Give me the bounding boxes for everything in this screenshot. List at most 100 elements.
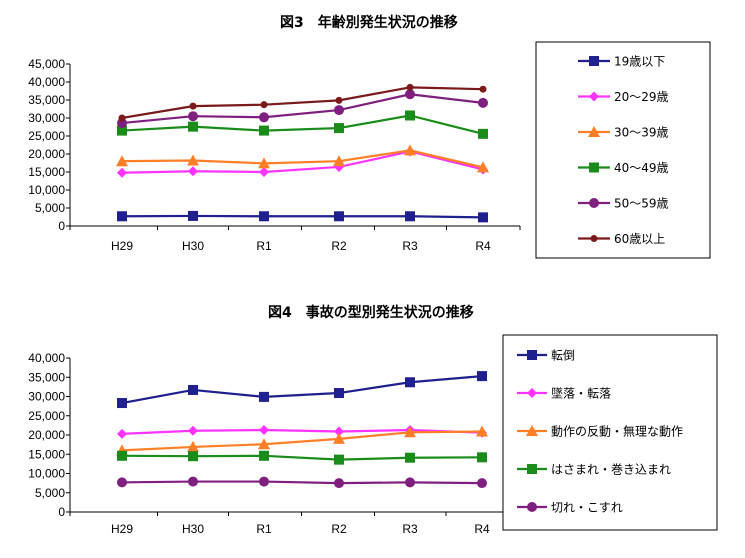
chart1-data-point [479, 85, 487, 93]
chart2-legend-item: 墜落・転落 [517, 386, 611, 401]
chart2-legend-label: はさまれ・巻き込まれ [551, 463, 671, 477]
chart2-legend-marker [527, 350, 537, 360]
chart2-legend-marker [527, 388, 537, 398]
chart1-x-tick-label: H30 [182, 239, 204, 253]
chart2-data-point [405, 377, 415, 388]
chart2-data-point [259, 476, 269, 487]
chart1-series-line [121, 114, 484, 135]
chart2-legend-item: 動作の反動・無理な動作 [517, 424, 683, 439]
chart2-series-5 [117, 476, 487, 489]
chart1-data-point [259, 112, 269, 123]
chart2-data-point [259, 450, 269, 461]
chart2-x-tick-label: R4 [474, 522, 490, 536]
chart1-legend-label: 30～39歳 [614, 126, 669, 140]
chart1-data-point [478, 212, 488, 223]
chart1-data-point [334, 211, 344, 222]
chart1-data-point [405, 110, 415, 121]
chart2-legend-label: 墜落・転落 [551, 386, 611, 401]
chart1-y-tick-label: 35,000 [28, 93, 65, 107]
chart1-data-point [404, 144, 416, 156]
chart1-data-point [405, 89, 415, 100]
chart2-data-point [405, 452, 415, 463]
chart2-data-point [188, 384, 198, 395]
chart1-series-line [121, 150, 484, 174]
chart1-x-tick-label: R3 [402, 239, 418, 253]
chart1-legend-label: 19歳以下 [614, 55, 665, 69]
chart2-data-point [404, 426, 416, 438]
chart1-series-1 [117, 210, 488, 223]
chart1-data-point [188, 111, 198, 122]
chart2-data-point [117, 398, 127, 409]
chart1-data-point [334, 105, 344, 116]
chart2-series-line [121, 480, 483, 485]
chart1-legend-marker [588, 126, 600, 137]
chart2-legend-marker [527, 464, 537, 474]
chart1-series-4 [117, 110, 488, 139]
chart1-data-point [259, 167, 269, 177]
chart2-y-tick-label: 15,000 [28, 447, 65, 461]
chart2-series-3 [116, 425, 488, 456]
chart1-series-line [121, 214, 484, 219]
chart1-legend-item: 30～39歳 [578, 126, 669, 140]
chart2-x-tick-label: R2 [331, 522, 347, 536]
chart2-y-tick-label: 40,000 [28, 351, 65, 365]
chart2-data-point [334, 426, 344, 437]
chart1-legend-box [535, 41, 711, 259]
chart1: 0 5,000 10,000 15,000 20,000 25,000 30,000 35,0… [28, 41, 711, 259]
chart1-title: 図3 年齢別発生状況の推移 [280, 15, 458, 31]
chart2-series-line [121, 428, 483, 435]
chart1-data-point [259, 211, 269, 222]
chart1-legend-item: 60歳以上 [578, 232, 665, 246]
chart1-data-point [335, 96, 343, 104]
chart1-x-tick-label: R1 [256, 239, 272, 253]
chart2-data-point [334, 454, 344, 465]
chart1-data-point [405, 211, 415, 222]
chart1-y-tick-label: 15,000 [28, 165, 65, 179]
chart2-data-point [476, 425, 488, 437]
chart1-data-point [117, 118, 127, 129]
chart2-y-tick-label: 20,000 [28, 428, 65, 442]
chart1-legend-marker [589, 162, 599, 173]
chart1-data-point [260, 101, 268, 109]
chart2-legend-marker [527, 502, 537, 512]
chart1-legend-label: 50～59歳 [614, 197, 669, 211]
chart2-x-tick-label: H30 [182, 522, 204, 536]
chart1-series-3 [116, 144, 489, 173]
chart1-data-point [406, 83, 414, 91]
chart1-data-point [258, 157, 270, 169]
chart2-data-point [334, 388, 344, 399]
chart1-data-point [259, 125, 269, 136]
chart1-series-line [121, 86, 484, 120]
chart2-data-point [188, 476, 198, 487]
chart2-data-point [117, 477, 127, 488]
chart1-legend-marker [589, 91, 599, 102]
chart2-data-point [405, 477, 415, 488]
chart1-y-tick-label: 25,000 [28, 129, 65, 143]
chart2-legend-item: 切れ・こすれ [517, 501, 623, 515]
chart2-data-point [477, 371, 487, 382]
chart1-data-point [117, 167, 127, 178]
chart2-data-point [258, 438, 270, 450]
chart1-data-point [188, 166, 198, 177]
chart1-legend-label: 60歳以上 [614, 232, 665, 246]
chart2-data-point [259, 391, 269, 402]
chart2-legend-item: 転倒 [517, 349, 575, 363]
chart1-legend: 19歳以下 20～29歳 30～39歳 40～49歳 50～59歳 60歳以上 [535, 41, 711, 259]
chart1-x-tick-label: R4 [475, 239, 491, 253]
chart2-series-line [121, 374, 483, 405]
chart2-y-tick-label: 5,000 [35, 486, 65, 500]
chart2-series-1 [117, 371, 487, 409]
chart1-series-6 [118, 83, 487, 122]
chart2-data-point [477, 452, 487, 463]
chart2-y-tick-label: 35,000 [28, 370, 65, 384]
chart1-legend-marker [590, 235, 598, 242]
chart1-data-point [477, 161, 489, 173]
chart2-y-tick-label: 25,000 [28, 409, 65, 423]
chart2-y-tick-label: 0 [58, 505, 65, 519]
chart1-legend-marker [589, 56, 599, 66]
chart1-series-line [121, 149, 484, 169]
chart2-x-tick-label: H29 [111, 522, 133, 536]
chart2-data-point [333, 432, 345, 444]
chart1-data-point [333, 155, 345, 167]
chart1-data-point [117, 211, 127, 222]
